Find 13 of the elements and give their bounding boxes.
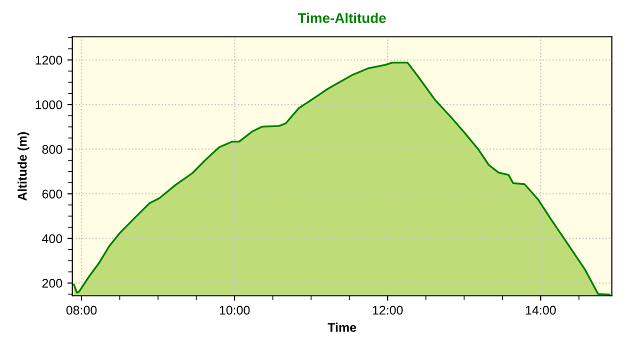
x-tick-label: 14:00: [526, 306, 556, 315]
x-tick-label: 10:00: [220, 306, 250, 315]
y-axis-title: Altitude (m): [18, 132, 30, 201]
x-axis-title: Time: [328, 322, 356, 332]
y-tick-label: 600: [42, 190, 62, 198]
x-tick-label: 12:00: [372, 306, 403, 315]
y-tick-label: 800: [42, 144, 62, 154]
y-tick-label: 1000: [36, 100, 62, 110]
y-tick-label: 400: [42, 234, 62, 244]
y-tick-label: 1200: [36, 56, 62, 65]
chart-title: Time-Altitude: [298, 12, 386, 23]
y-tick-label: 200: [42, 278, 62, 288]
x-tick-label: 08:00: [66, 306, 97, 315]
